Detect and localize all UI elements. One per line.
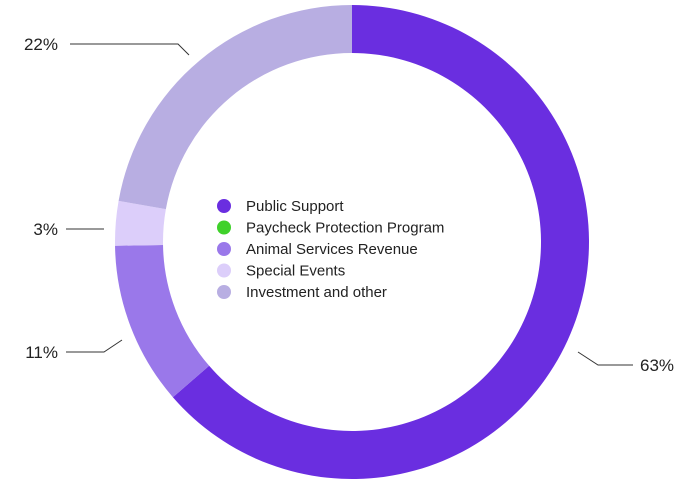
legend-swatch-public-support bbox=[217, 199, 231, 213]
legend-label-animal-services-revenue: Animal Services Revenue bbox=[246, 241, 418, 258]
leader-line-investment-and-other bbox=[70, 43, 190, 56]
donut-slices bbox=[114, 5, 590, 480]
legend-swatch-investment-and-other bbox=[217, 285, 231, 299]
percent-label-animal-services-revenue: 11% bbox=[25, 343, 58, 362]
slice-investment-and-other bbox=[118, 5, 353, 210]
legend-label-investment-and-other: Investment and other bbox=[246, 284, 387, 301]
legend-swatch-paycheck-protection-program bbox=[217, 220, 231, 235]
percent-label-public-support: 63% bbox=[640, 356, 674, 375]
legend-label-public-support: Public Support bbox=[246, 198, 344, 215]
leader-line-public-support bbox=[577, 351, 633, 366]
slice-animal-services-revenue bbox=[115, 244, 210, 398]
slice-special-events bbox=[114, 200, 166, 246]
slice-public-support bbox=[172, 5, 590, 480]
legend-label-paycheck-protection-program: Paycheck Protection Program bbox=[246, 220, 444, 237]
percent-label-investment-and-other: 22% bbox=[24, 35, 58, 54]
chart-legend: Public Support Paycheck Protection Progra… bbox=[217, 198, 444, 301]
percent-label-special-events: 3% bbox=[33, 220, 58, 239]
legend-label-special-events: Special Events bbox=[246, 263, 345, 280]
legend-swatch-special-events bbox=[217, 263, 231, 278]
leader-line-animal-services-revenue bbox=[66, 339, 123, 353]
legend-swatch-animal-services-revenue bbox=[217, 242, 231, 256]
percent-labels: 63% 11% 3% 22% bbox=[24, 35, 674, 375]
